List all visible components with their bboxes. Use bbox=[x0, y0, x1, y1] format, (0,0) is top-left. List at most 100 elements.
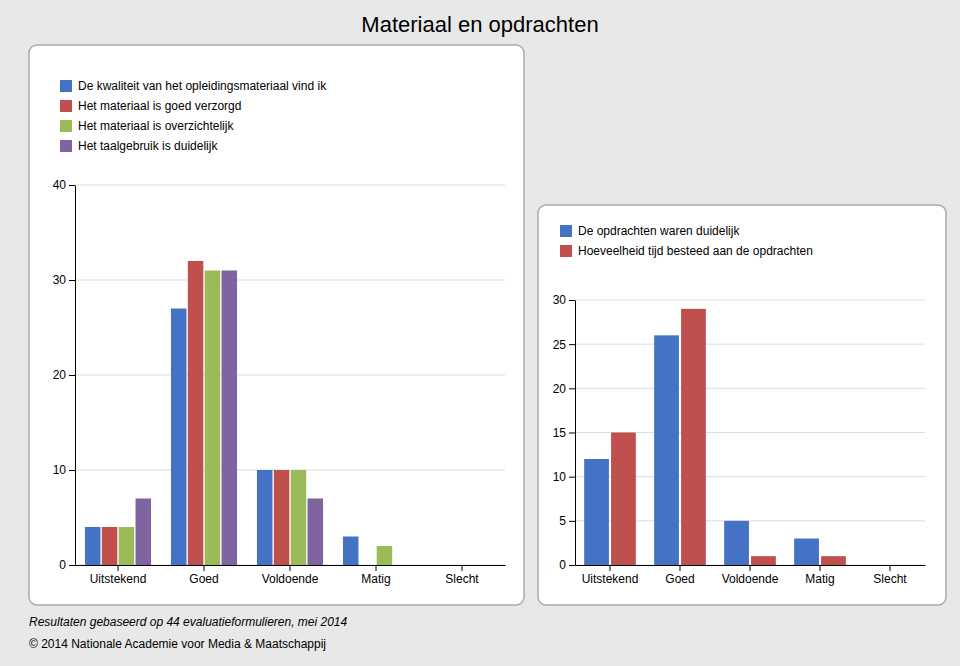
bar bbox=[360, 565, 376, 566]
tick: Uitstekend bbox=[582, 565, 639, 586]
bar bbox=[394, 565, 410, 566]
bar-series bbox=[611, 309, 846, 565]
chart: 0 5 10 15 20 25 30 Uitstekend Goed Voldoende Matig… bbox=[553, 293, 926, 585]
legend-label: Het taalgebruik is duidelijk bbox=[78, 139, 218, 153]
tick: Goed bbox=[189, 565, 218, 586]
tick: 25 bbox=[553, 338, 575, 352]
bar bbox=[171, 309, 187, 566]
legend-label: Het materiaal is goed verzorgd bbox=[78, 99, 241, 113]
tick-label: 0 bbox=[559, 558, 566, 572]
bar bbox=[257, 470, 273, 565]
tick-mark bbox=[680, 565, 681, 571]
bar bbox=[308, 499, 324, 566]
tick: Voldoende bbox=[722, 565, 779, 586]
tick-mark bbox=[569, 433, 575, 434]
tick-label: 20 bbox=[53, 368, 67, 382]
tick-mark bbox=[569, 521, 575, 522]
tick-mark bbox=[69, 565, 75, 566]
legend-swatch bbox=[560, 245, 572, 257]
legend-label: De opdrachten waren duidelijk bbox=[578, 224, 740, 238]
legend-item: Het materiaal is overzichtelijk bbox=[60, 119, 234, 133]
y-axis: 0 5 10 15 20 25 30 bbox=[553, 293, 576, 572]
tick: 0 bbox=[559, 558, 575, 572]
tick-label: Goed bbox=[665, 572, 694, 586]
tick-label: Voldoende bbox=[722, 572, 779, 586]
bar bbox=[343, 537, 359, 566]
bar bbox=[724, 521, 749, 565]
grid-line bbox=[75, 375, 505, 376]
grid bbox=[75, 185, 505, 565]
tick-mark bbox=[820, 565, 821, 571]
tick: Slecht bbox=[873, 565, 907, 586]
grid-line bbox=[575, 300, 925, 301]
tick-mark bbox=[290, 565, 291, 571]
bar-series bbox=[102, 261, 290, 565]
tick-label: 10 bbox=[553, 470, 567, 484]
tick-mark bbox=[569, 300, 575, 301]
tick-label: Uitstekend bbox=[582, 572, 639, 586]
grid-line bbox=[575, 344, 925, 345]
tick: Voldoende bbox=[262, 565, 319, 586]
annotation: © 2014 Nationale Academie voor Media & M… bbox=[29, 637, 326, 651]
bar bbox=[119, 527, 135, 565]
tick-label: 0 bbox=[59, 558, 66, 572]
x-axis: UitstekendGoedVoldoendeMatigSlecht bbox=[76, 565, 506, 586]
tick-label: Slecht bbox=[445, 572, 479, 586]
grid-line bbox=[575, 388, 925, 389]
tick-mark bbox=[376, 565, 377, 571]
tick-mark bbox=[750, 565, 751, 571]
tick: 20 bbox=[53, 368, 75, 382]
tick: 15 bbox=[553, 426, 575, 440]
tick-label: Slecht bbox=[873, 572, 907, 586]
tick: Matig bbox=[805, 565, 834, 586]
legend-swatch bbox=[60, 100, 72, 112]
legend-item: De opdrachten waren duidelijk bbox=[560, 224, 740, 238]
legend-swatch bbox=[60, 120, 72, 132]
bar bbox=[751, 556, 776, 565]
bar bbox=[463, 565, 479, 566]
tick-label: 40 bbox=[53, 178, 67, 192]
tick-mark bbox=[69, 185, 75, 186]
legend-item: Het taalgebruik is duidelijk bbox=[60, 139, 218, 153]
annotation: Resultaten gebaseerd op 44 evaluatieform… bbox=[29, 615, 348, 629]
tick-label: 30 bbox=[53, 273, 67, 287]
grid-line bbox=[75, 470, 505, 471]
legend-swatch bbox=[60, 80, 72, 92]
bar-series bbox=[136, 271, 324, 566]
tick-mark bbox=[569, 344, 575, 345]
bar bbox=[654, 335, 679, 565]
grid-line bbox=[75, 280, 505, 281]
tick: Goed bbox=[665, 565, 694, 586]
tick-mark bbox=[569, 388, 575, 389]
bars bbox=[584, 309, 846, 565]
legend: De kwaliteit van het opleidingsmateriaal… bbox=[60, 79, 327, 153]
bar bbox=[136, 499, 152, 566]
tick-label: Voldoende bbox=[262, 572, 319, 586]
tick-mark bbox=[69, 470, 75, 471]
tick-mark bbox=[204, 565, 205, 571]
bar bbox=[681, 309, 706, 565]
background bbox=[0, 0, 960, 666]
chart: 010203040UitstekendGoedVoldoendeMatigSle… bbox=[53, 178, 506, 585]
tick: 20 bbox=[553, 382, 575, 396]
bar bbox=[291, 470, 307, 565]
legend-label: De kwaliteit van het opleidingsmateriaal… bbox=[78, 79, 327, 93]
bar bbox=[821, 556, 846, 565]
tick: 0 bbox=[59, 558, 75, 572]
legend-item: De kwaliteit van het opleidingsmateriaal… bbox=[60, 79, 327, 93]
legend-item: Hoeveelheid tijd besteed aan de opdracht… bbox=[560, 244, 813, 258]
tick-mark bbox=[569, 565, 575, 566]
bar bbox=[611, 433, 636, 566]
bar bbox=[188, 261, 204, 565]
bar bbox=[274, 470, 290, 565]
legend-swatch bbox=[560, 225, 572, 237]
bar bbox=[794, 539, 819, 566]
x-axis: Uitstekend Goed Voldoende Matig Slecht bbox=[576, 565, 926, 586]
bar bbox=[377, 546, 393, 565]
tick: Matig bbox=[361, 565, 390, 586]
bar-series bbox=[119, 271, 393, 566]
bar bbox=[222, 271, 238, 566]
tick-label: 30 bbox=[553, 293, 567, 307]
bar bbox=[102, 527, 118, 565]
tick: 5 bbox=[559, 514, 575, 528]
